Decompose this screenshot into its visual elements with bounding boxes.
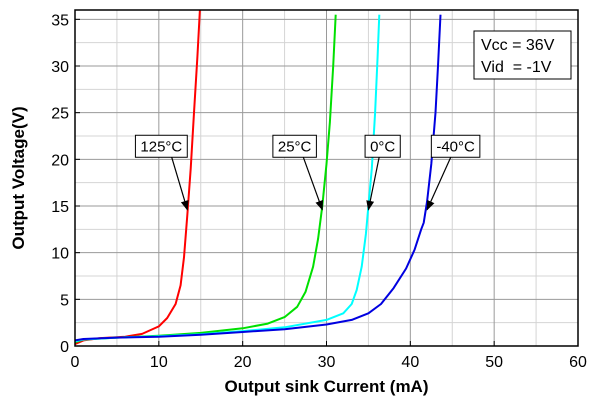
annotation-box: [364, 134, 401, 158]
series-line: [74, 9, 201, 346]
y-tick-label: 30: [51, 59, 69, 76]
annotation-layer: 125°C 25°C 0°C -40°C: [134, 134, 481, 211]
annotation-box: [134, 134, 188, 158]
annotation-arrow: [426, 157, 452, 211]
y-tick-label: 25: [51, 106, 69, 123]
x-tick-label: 30: [318, 354, 336, 371]
y-tick-label: 0: [60, 339, 69, 356]
y-tick-label: 5: [60, 292, 69, 309]
info-vcc: Vcc = 36V: [481, 37, 555, 54]
x-axis-title: Output sink Current (mA): [225, 377, 429, 396]
info-box-frame: [473, 30, 572, 80]
series-line: [74, 14, 337, 344]
y-tick-label: 15: [51, 199, 69, 216]
info-vid: Vid = -1V: [481, 59, 552, 76]
y-tick-label: 35: [51, 12, 69, 29]
x-tick-label: 20: [234, 354, 252, 371]
x-tick-label: 40: [401, 354, 419, 371]
annotation-label: -40°C: [436, 138, 475, 155]
x-tick-label: 0: [71, 354, 80, 371]
annotation-arrow: [366, 157, 380, 211]
y-axis-title: Output Voltage(V): [9, 106, 28, 249]
series-line: [74, 14, 442, 342]
annotation-label: 25°C: [278, 138, 312, 155]
series-layer: [74, 9, 442, 346]
x-tick-label: 50: [485, 354, 503, 371]
annotation-arrow: [171, 157, 189, 211]
x-tick-label: 10: [150, 354, 168, 371]
y-tick-label: 20: [51, 152, 69, 169]
annotation-label: 125°C: [140, 138, 182, 155]
annotation-box: [272, 134, 317, 158]
annotation-box: [430, 134, 481, 158]
x-tick-label: 60: [569, 354, 587, 371]
info-box: Vcc = 36V Vid = -1V: [473, 30, 572, 80]
annotation-arrow: [302, 157, 324, 211]
annotation-label: 0°C: [370, 138, 395, 155]
y-tick-label: 10: [51, 246, 69, 263]
ticks-layer: 0 10 20 30 40 50 60 0 5 10 15 20 25 30 35: [51, 12, 587, 371]
